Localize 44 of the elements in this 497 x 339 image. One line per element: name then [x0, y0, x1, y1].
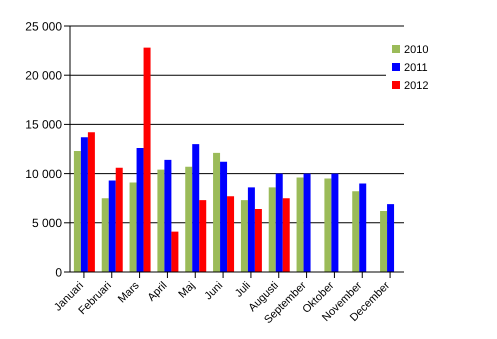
bar [102, 198, 109, 272]
legend-label: 2012 [404, 80, 428, 92]
bar [220, 162, 228, 272]
bar [185, 166, 192, 272]
bar [248, 187, 255, 272]
y-tick-label: 5 000 [32, 216, 62, 230]
bar [157, 170, 164, 272]
bar [74, 150, 81, 272]
y-tick-label: 10 000 [25, 166, 62, 181]
bar [296, 178, 304, 272]
bar [130, 182, 137, 272]
bar [352, 191, 360, 272]
bar [380, 210, 388, 272]
bar [276, 174, 283, 272]
bar [199, 200, 206, 272]
y-tick-label: 0 [55, 265, 62, 280]
bar [164, 160, 172, 272]
bar [88, 132, 95, 272]
bar [80, 137, 88, 272]
y-tick-label: 15 000 [25, 118, 62, 132]
legend-label: 2011 [404, 62, 428, 74]
x-tick-label: Maj [176, 280, 198, 301]
bar [136, 148, 144, 272]
bar [108, 180, 116, 272]
bar [240, 200, 248, 272]
bar [331, 174, 338, 272]
bar [282, 198, 290, 272]
bar [227, 196, 234, 272]
bar [304, 174, 311, 272]
bar [387, 204, 394, 272]
x-tick-label: Juli [232, 280, 254, 300]
bar [359, 183, 366, 272]
bar [324, 178, 332, 272]
bar [213, 152, 220, 272]
bar [171, 232, 178, 272]
y-tick-label: 25 000 [25, 19, 62, 34]
y-tick-label: 20 000 [25, 68, 62, 82]
bar [116, 168, 123, 272]
bar [254, 209, 262, 272]
bar [144, 48, 151, 272]
bar [192, 144, 200, 272]
legend-label: 2010 [404, 44, 428, 56]
x-tick-label: Juni [202, 280, 226, 302]
bar [268, 187, 276, 272]
